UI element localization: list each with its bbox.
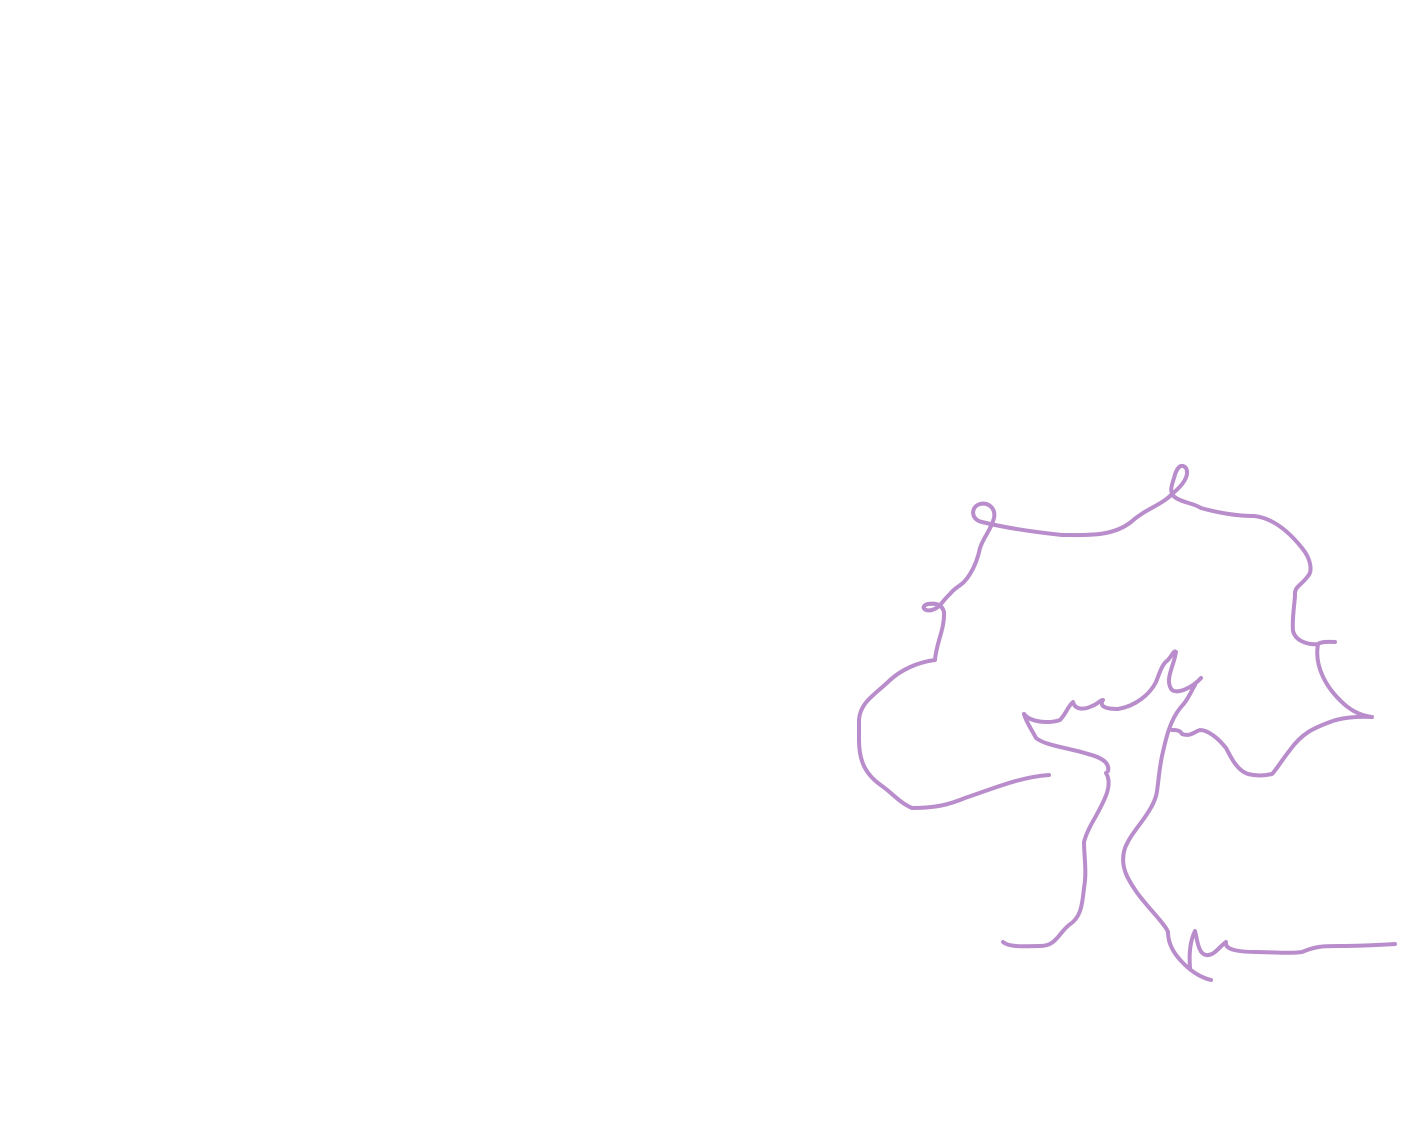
- tree-inner-branch-left: [1001, 712, 1111, 949]
- tree-roots-right: [1187, 929, 1397, 970]
- tree-canopy-outline: [857, 463, 1374, 810]
- tree-inner-bumps: [1022, 649, 1203, 724]
- tree-trunk-right: [1121, 683, 1213, 982]
